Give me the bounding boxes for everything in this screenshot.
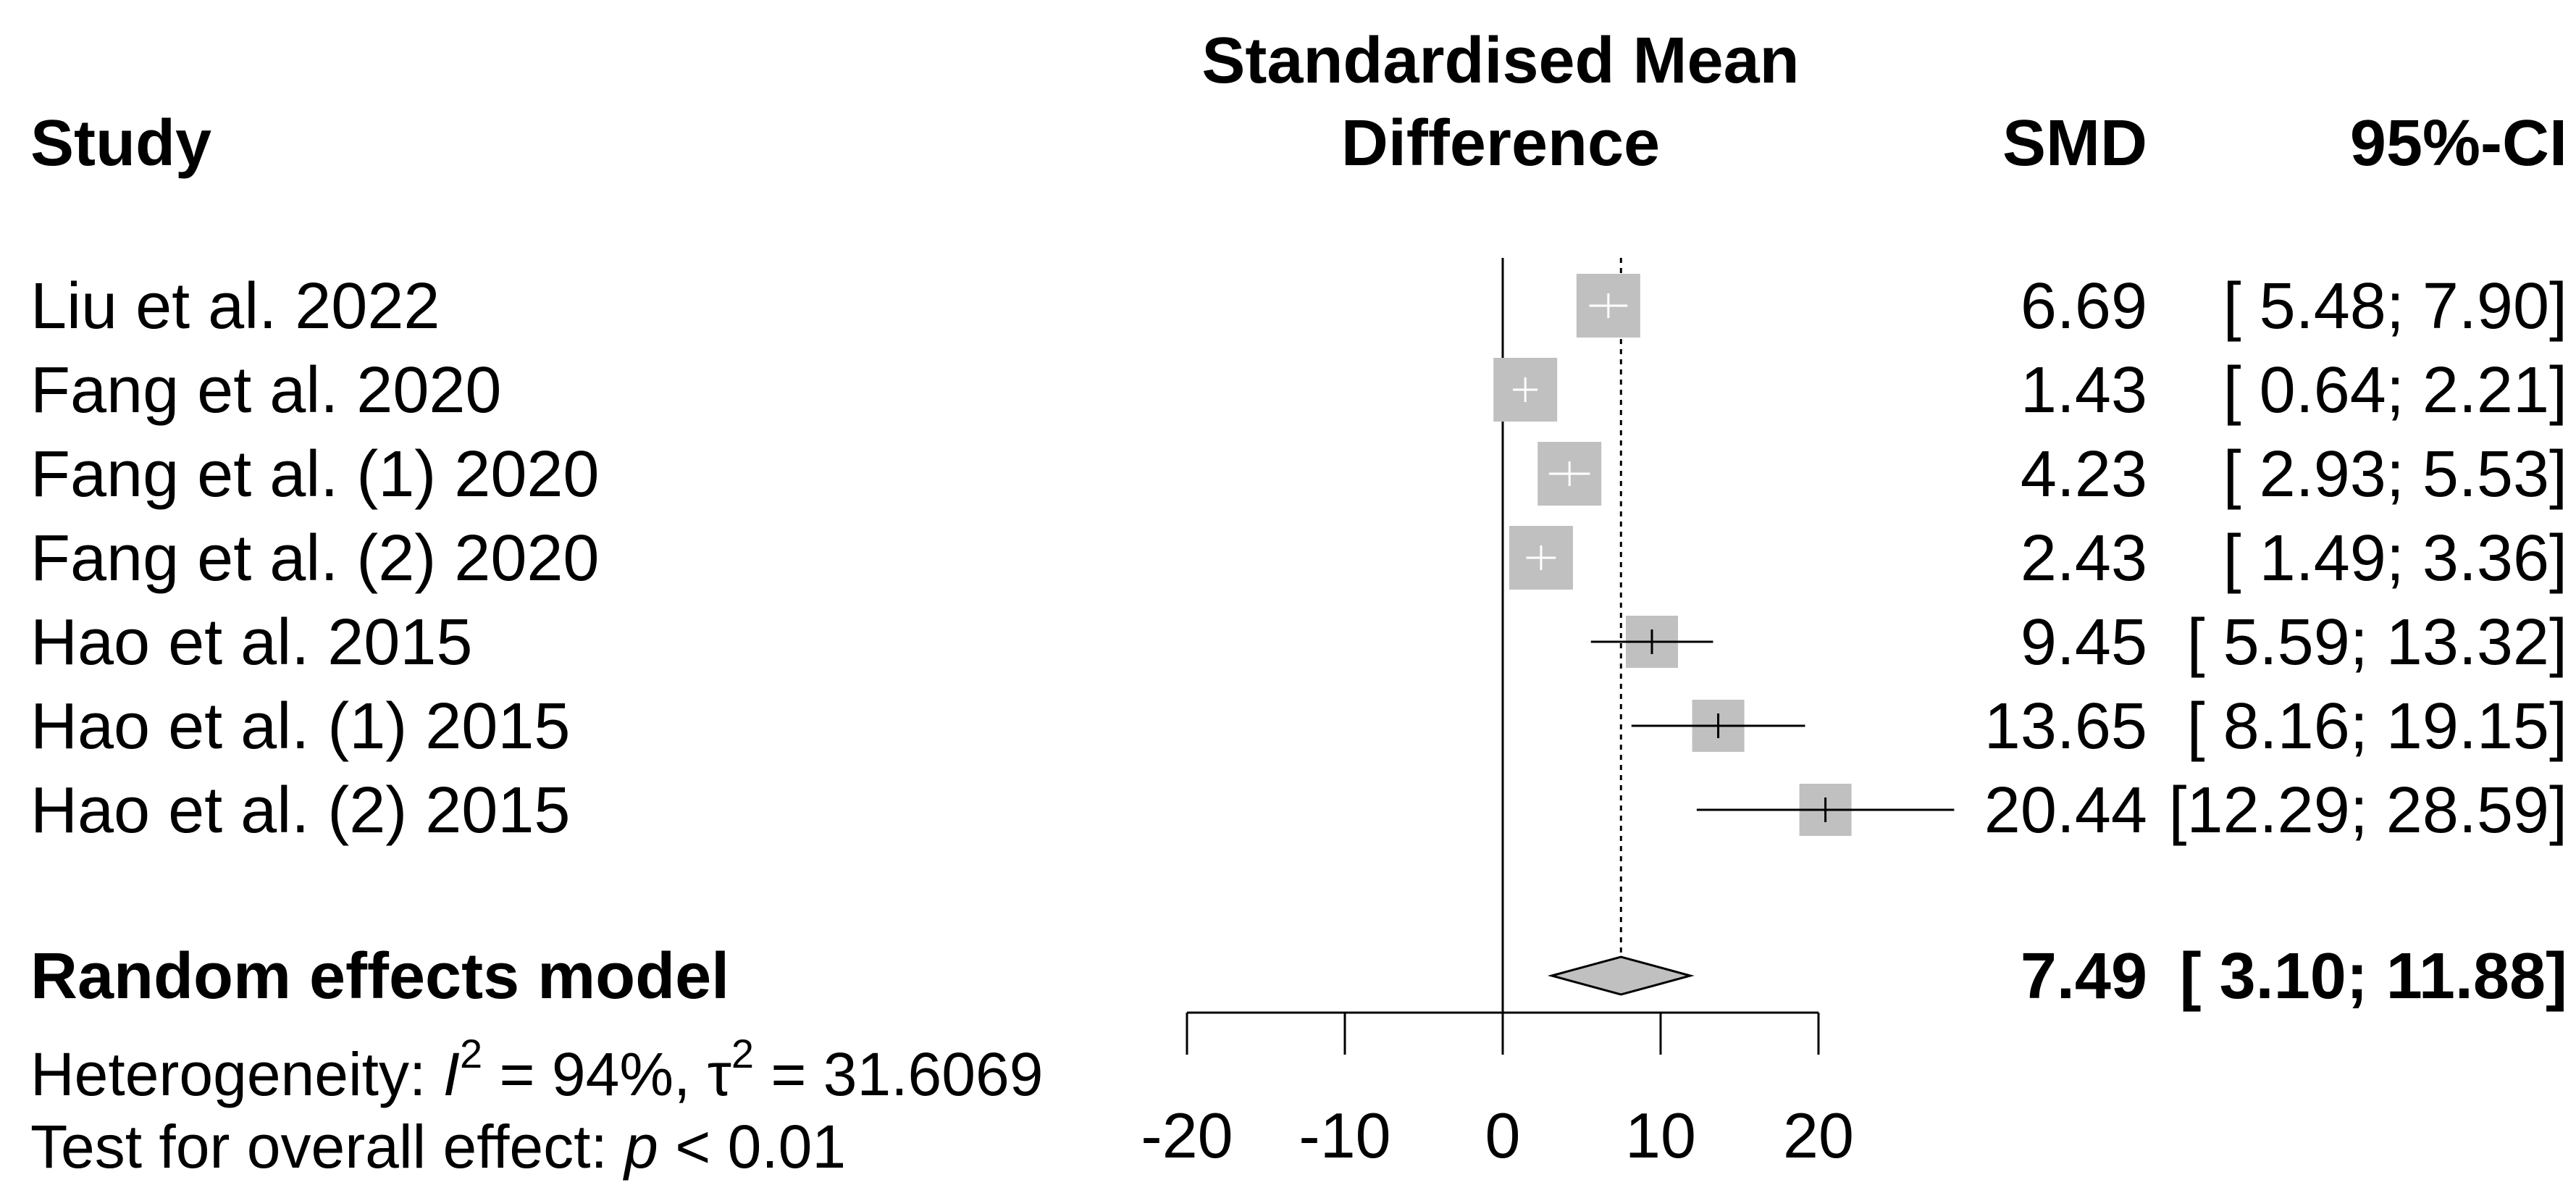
header-smd: SMD: [2002, 107, 2147, 180]
header-effect-line1: Standardised Mean: [1201, 25, 1799, 97]
pooled-smd-value: 7.49: [2021, 940, 2147, 1013]
header-effect-line2: Difference: [1341, 107, 1660, 180]
study-smd-value: 13.65: [1984, 690, 2147, 763]
study-smd-value: 2.43: [2021, 522, 2147, 595]
study-ci-value: [ 1.49; 3.36]: [2223, 522, 2567, 595]
i2-sup: 2: [460, 1031, 482, 1076]
study-smd-value: 6.69: [2021, 270, 2147, 343]
study-row: Hao et al. 2015 9.45 [ 5.59; 13.32]: [30, 606, 2567, 679]
x-tick-label: 20: [1783, 1100, 1854, 1171]
study-smd-value: 9.45: [2021, 606, 2147, 679]
study-smd-value: 1.43: [2021, 354, 2147, 427]
study-rows: Liu et al. 2022 6.69 [ 5.48; 7.90] Fang et …: [30, 270, 2567, 847]
study-row: Fang et al. 2020 1.43 [ 0.64; 2.21]: [30, 354, 2567, 427]
i2-symbol: I: [443, 1040, 460, 1108]
study-name: Liu et al. 2022: [30, 270, 440, 343]
study-ci-value: [ 2.93; 5.53]: [2223, 438, 2567, 511]
study-smd-value: 20.44: [1984, 774, 2147, 847]
tau-sup: 2: [731, 1031, 754, 1076]
header-study: Study: [30, 107, 211, 180]
tau-value: = 31.6069: [754, 1040, 1043, 1108]
study-ci-value: [ 0.64; 2.21]: [2223, 354, 2567, 427]
tau-symbol: τ: [708, 1040, 731, 1108]
study-name: Hao et al. (2) 2015: [30, 774, 570, 847]
overall-effect-label: Test for overall effect:: [30, 1113, 624, 1181]
study-row: Liu et al. 2022 6.69 [ 5.48; 7.90]: [30, 270, 2567, 343]
study-row: Fang et al. (2) 2020 2.43 [ 1.49; 3.36]: [30, 522, 2567, 595]
heterogeneity-text: Heterogeneity: I2 = 94%, τ2 = 31.6069: [30, 1031, 1043, 1108]
pooled-ci-value: [ 3.10; 11.88]: [2180, 940, 2567, 1013]
p-symbol: p: [622, 1113, 658, 1181]
i2-value: = 94%,: [482, 1040, 708, 1108]
study-smd-value: 4.23: [2021, 438, 2147, 511]
pooled-row: Random effects model 7.49 [ 3.10; 11.88]: [30, 940, 2567, 1013]
study-ci-value: [ 5.48; 7.90]: [2223, 270, 2567, 343]
study-ci-value: [ 5.59; 13.32]: [2187, 606, 2567, 679]
study-name: Hao et al. (1) 2015: [30, 690, 570, 763]
study-name: Fang et al. (2) 2020: [30, 522, 599, 595]
study-row: Hao et al. (1) 2015 13.65 [ 8.16; 19.15]: [30, 690, 2567, 763]
pooled-model-label: Random effects model: [30, 940, 729, 1013]
study-ci-value: [12.29; 28.59]: [2169, 774, 2567, 847]
x-axis: -20 -10 0 10 20: [1141, 1011, 1854, 1171]
header-ci: 95%-CI: [2350, 107, 2567, 180]
study-ci-value: [ 8.16; 19.15]: [2187, 690, 2567, 763]
study-name: Hao et al. 2015: [30, 606, 472, 679]
study-row: Hao et al. (2) 2015 20.44 [12.29; 28.59]: [30, 774, 2567, 847]
overall-effect-text: Test for overall effect: p < 0.01: [30, 1113, 846, 1181]
p-value: < 0.01: [658, 1113, 846, 1181]
pooled-diamond: [1547, 955, 1695, 996]
x-tick-label: 0: [1485, 1100, 1521, 1171]
study-name: Fang et al. (1) 2020: [30, 438, 599, 511]
x-tick-label: -10: [1299, 1100, 1390, 1171]
study-row: Fang et al. (1) 2020 4.23 [ 2.93; 5.53]: [30, 438, 2567, 511]
x-tick-label: -20: [1141, 1100, 1233, 1171]
x-tick-label: 10: [1625, 1100, 1696, 1171]
heterogeneity-prefix: Heterogeneity:: [30, 1040, 443, 1108]
study-name: Fang et al. 2020: [30, 354, 501, 427]
